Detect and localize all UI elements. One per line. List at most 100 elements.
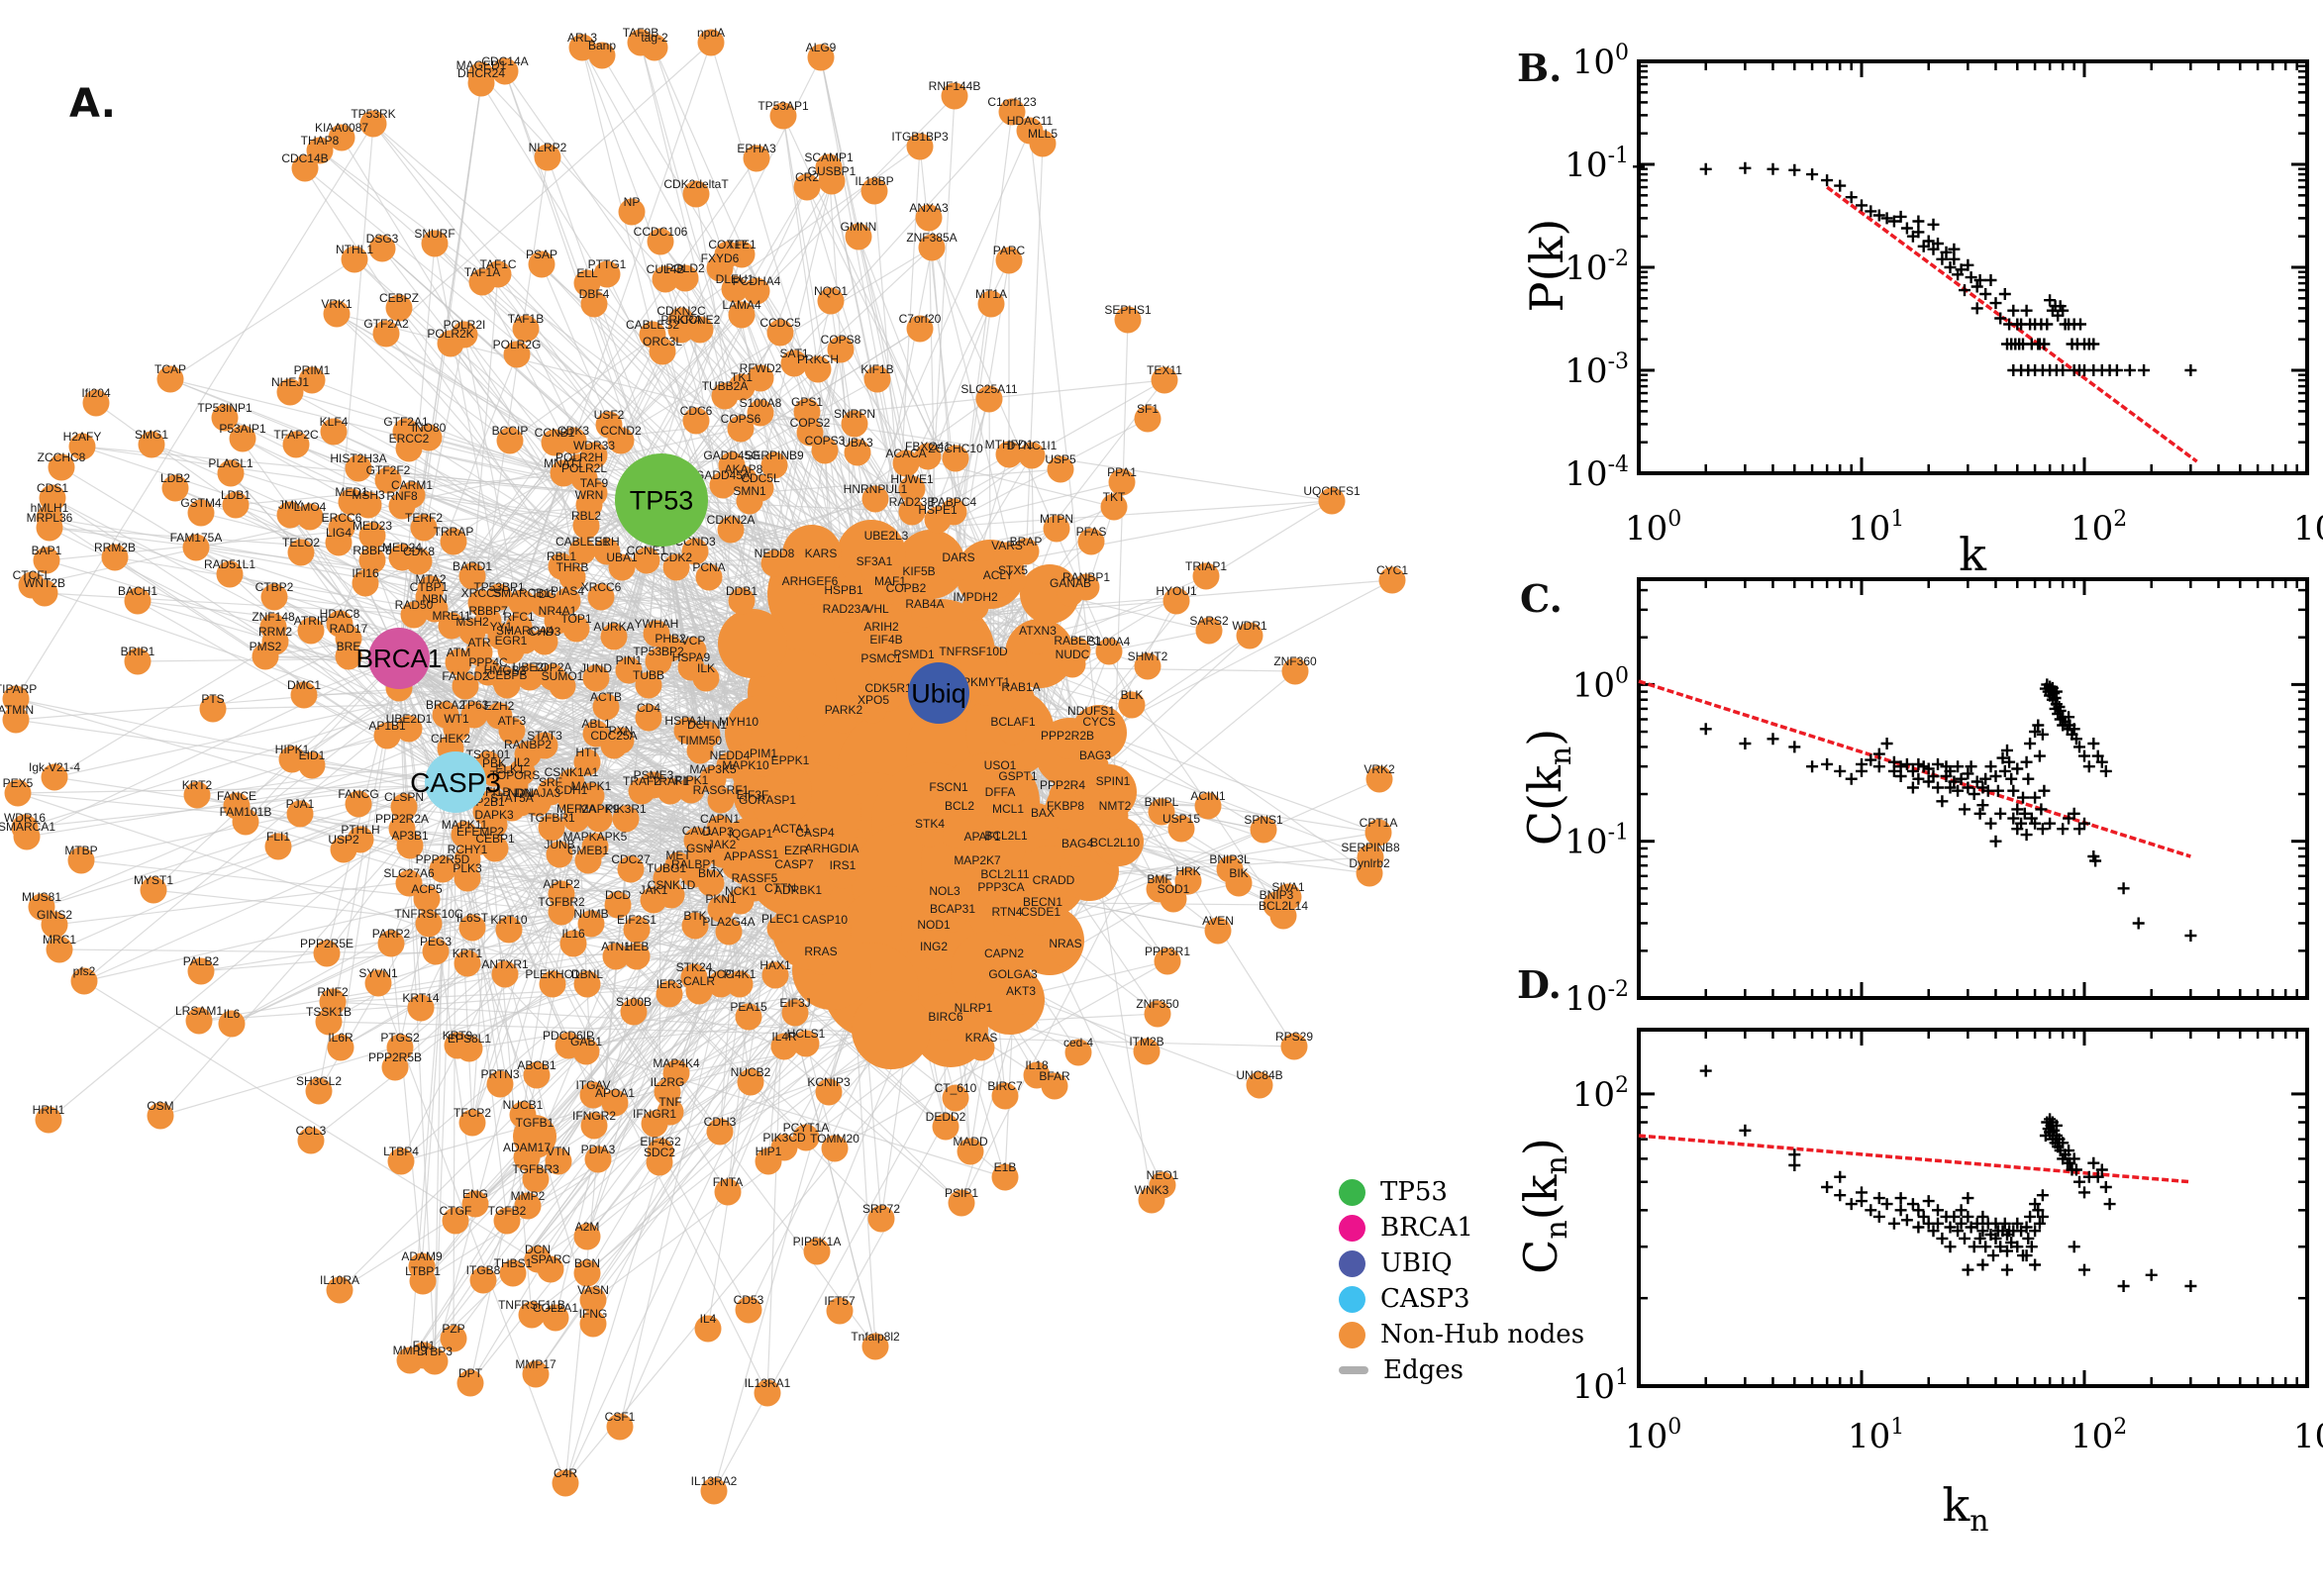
network-node[interactable] <box>187 957 215 985</box>
network-node[interactable] <box>707 970 735 998</box>
network-node[interactable] <box>545 1147 572 1175</box>
network-node[interactable] <box>211 404 239 432</box>
network-node[interactable] <box>706 815 734 843</box>
network-node[interactable] <box>1194 792 1222 820</box>
network-node[interactable] <box>945 553 972 581</box>
network-node[interactable] <box>972 678 1000 706</box>
network-node[interactable] <box>48 453 75 481</box>
network-node[interactable] <box>1318 487 1346 515</box>
network-node[interactable] <box>1246 1071 1273 1099</box>
network-node[interactable] <box>70 967 98 995</box>
network-node[interactable] <box>914 443 942 470</box>
network-node[interactable] <box>320 418 348 446</box>
network-node[interactable] <box>1063 840 1091 867</box>
network-node[interactable] <box>716 751 744 779</box>
network-node[interactable] <box>1081 751 1109 779</box>
network-node[interactable] <box>863 365 891 393</box>
network-node[interactable] <box>1018 442 1046 469</box>
network-node[interactable] <box>1204 917 1232 945</box>
network-node[interactable] <box>961 593 989 621</box>
network-node[interactable] <box>315 1008 343 1036</box>
network-node[interactable] <box>377 930 405 957</box>
network-node[interactable] <box>948 1189 975 1217</box>
network-node[interactable] <box>36 514 63 542</box>
network-node[interactable] <box>915 204 943 232</box>
network-node[interactable] <box>695 563 723 591</box>
network-node[interactable] <box>737 1068 764 1096</box>
network-node[interactable] <box>735 1003 762 1031</box>
network-node[interactable] <box>452 672 479 700</box>
network-node[interactable] <box>1049 781 1076 809</box>
network-node[interactable] <box>559 930 587 957</box>
network-node[interactable] <box>1052 802 1079 830</box>
network-node[interactable] <box>1195 617 1223 645</box>
network-node[interactable] <box>1192 562 1220 590</box>
network-node[interactable] <box>728 241 756 268</box>
network-node[interactable] <box>461 1190 489 1218</box>
network-node[interactable] <box>407 994 435 1022</box>
network-node[interactable] <box>986 788 1014 816</box>
network-node[interactable] <box>803 1238 831 1265</box>
network-node[interactable] <box>1047 455 1074 483</box>
network-node[interactable] <box>417 575 445 603</box>
network-node[interactable] <box>998 98 1026 126</box>
network-node[interactable] <box>1057 579 1084 607</box>
network-node[interactable] <box>276 378 304 406</box>
network-node[interactable] <box>920 943 948 970</box>
network-node[interactable] <box>481 835 509 862</box>
network-node[interactable] <box>942 445 969 472</box>
network-node[interactable] <box>537 778 564 806</box>
network-node[interactable] <box>296 503 324 531</box>
network-node[interactable] <box>573 1259 601 1287</box>
network-node[interactable] <box>815 1078 843 1106</box>
network-node[interactable] <box>1027 908 1055 936</box>
network-node[interactable] <box>491 960 519 988</box>
network-node[interactable] <box>682 180 710 208</box>
network-node[interactable] <box>388 815 416 843</box>
network-node[interactable] <box>421 595 449 623</box>
network-node[interactable] <box>827 336 855 363</box>
network-node[interactable] <box>2 706 30 734</box>
network-node[interactable] <box>438 612 465 640</box>
network-node[interactable] <box>405 548 433 575</box>
network-node[interactable] <box>924 506 952 534</box>
network-node[interactable] <box>82 389 110 417</box>
network-node[interactable] <box>458 1109 486 1137</box>
network-node[interactable] <box>600 623 628 650</box>
network-node[interactable] <box>421 230 449 257</box>
network-node[interactable] <box>750 749 777 777</box>
network-node[interactable] <box>493 1207 521 1235</box>
network-node[interactable] <box>694 1315 722 1343</box>
network-node[interactable] <box>860 557 888 585</box>
network-node[interactable] <box>736 487 763 515</box>
network-node[interactable] <box>534 144 561 171</box>
network-node[interactable] <box>409 1267 437 1295</box>
network-node[interactable] <box>686 737 714 764</box>
network-node[interactable] <box>860 177 888 205</box>
network-node[interactable] <box>1100 493 1128 521</box>
network-node[interactable] <box>498 717 526 745</box>
network-node[interactable] <box>264 833 292 860</box>
network-node[interactable] <box>1095 638 1123 665</box>
network-node[interactable] <box>562 805 590 833</box>
network-node-cluster[interactable] <box>1020 564 1079 624</box>
network-node[interactable] <box>41 763 68 791</box>
network-node[interactable] <box>138 431 165 458</box>
network-node[interactable] <box>445 648 472 676</box>
network-node[interactable] <box>801 829 829 856</box>
network-node[interactable] <box>780 860 808 888</box>
network-node[interactable] <box>298 366 326 394</box>
network-node[interactable] <box>585 805 613 833</box>
network-node[interactable] <box>359 110 387 138</box>
network-node[interactable] <box>821 1135 849 1162</box>
network-node[interactable] <box>297 617 325 645</box>
network-node[interactable] <box>1356 859 1383 887</box>
network-node[interactable] <box>217 459 245 487</box>
network-node[interactable] <box>1151 366 1178 394</box>
network-node[interactable] <box>505 613 533 641</box>
network-node[interactable] <box>587 583 615 611</box>
network-node[interactable] <box>667 316 695 344</box>
network-node[interactable] <box>1225 869 1253 897</box>
network-node[interactable] <box>671 264 699 292</box>
network-node[interactable] <box>796 419 824 447</box>
